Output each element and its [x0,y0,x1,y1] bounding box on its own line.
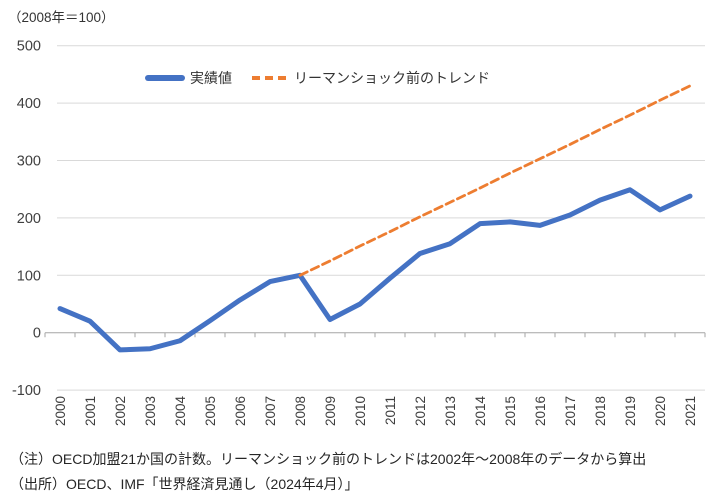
x-tick-label: 2015 [503,396,518,426]
x-tick-label: 2004 [173,396,188,427]
x-tick-label: 2020 [653,396,668,426]
x-tick-label: 2014 [473,396,488,427]
y-tick-label: 300 [17,154,41,170]
x-tick-label: 2018 [593,396,608,426]
source-text: （出所）OECD、IMF「世界経済見通し（2024年4月）」 [10,476,359,492]
x-tick-label: 2006 [233,396,248,426]
trend-line-swatch-icon [252,76,289,80]
x-tick-label: 2002 [113,396,128,426]
actual-line [57,187,693,353]
legend-item-trend: リーマンショック前のトレンド [252,68,490,88]
x-tick-label: 2021 [683,396,698,426]
legend-item-actual: 実績値 [145,68,232,88]
legend-label-actual: 実績値 [190,70,232,86]
x-tick-label: 2009 [323,396,338,426]
x-tick-label: 2000 [53,396,68,426]
x-tick-label: 2005 [203,396,218,426]
x-tick-label: 2008 [293,396,308,426]
x-tick-label: 2019 [623,396,638,426]
x-tick-label: 2001 [83,396,98,426]
actual-line-swatch-icon [145,75,185,81]
x-tick-label: 2017 [563,396,578,426]
trend-line [298,84,692,277]
footnotes: （注）OECD加盟21か国の計数。リーマンショック前のトレンドは2002年～20… [10,447,646,497]
x-tick-label: 2011 [383,396,398,425]
y-tick-label: 0 [33,326,41,342]
note-text: （注）OECD加盟21か国の計数。リーマンショック前のトレンドは2002年～20… [10,451,647,467]
y-tick-label: 100 [17,268,41,284]
y-tick-label: 400 [17,96,41,112]
y-tick-label: 500 [17,39,41,55]
y-tick-label: -100 [12,383,41,399]
unit-label: （2008年＝100） [8,10,115,25]
x-tick-label: 2013 [443,396,458,426]
x-tick-label: 2007 [263,396,278,426]
legend-label-trend: リーマンショック前のトレンド [294,70,490,86]
chart-plot: -100 0 100 200 300 400 500 2000 2001 2002 2003 2004… [12,39,706,427]
x-tick-label: 2016 [533,396,548,426]
x-tick-label: 2003 [143,396,158,426]
legend: 実績値 リーマンショック前のトレンド [145,68,490,88]
x-tick-label: 2010 [353,396,368,426]
y-tick-label: 200 [17,211,41,227]
x-tick-label: 2012 [413,396,428,426]
